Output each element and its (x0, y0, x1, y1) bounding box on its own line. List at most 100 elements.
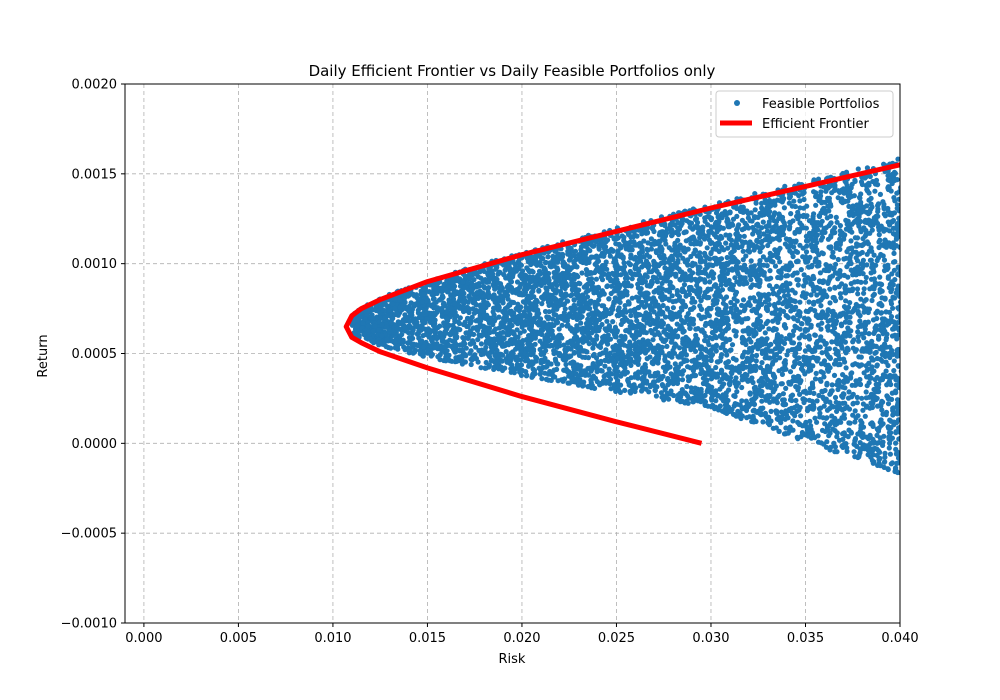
feasible-portfolio-point (811, 390, 817, 396)
feasible-portfolio-point (868, 257, 874, 263)
feasible-portfolio-point (777, 198, 783, 204)
feasible-portfolio-point (866, 360, 872, 366)
feasible-portfolio-point (876, 333, 882, 339)
feasible-portfolio-point (882, 295, 888, 301)
feasible-portfolio-point (798, 267, 804, 273)
feasible-portfolio-point (869, 357, 875, 363)
feasible-portfolio-point (786, 381, 792, 387)
feasible-portfolio-point (891, 250, 897, 256)
feasible-portfolio-point (781, 367, 787, 373)
feasible-portfolio-point (752, 207, 758, 213)
feasible-portfolio-point (753, 394, 759, 400)
feasible-portfolio-point (790, 418, 796, 424)
feasible-portfolio-point (869, 404, 876, 411)
feasible-portfolio-point (803, 233, 810, 239)
feasible-portfolio-point (852, 408, 858, 414)
feasible-portfolio-point (765, 242, 771, 249)
feasible-portfolio-point (593, 268, 599, 274)
feasible-portfolio-point (788, 211, 794, 217)
feasible-portfolio-point (741, 233, 747, 239)
feasible-portfolio-point (639, 302, 645, 308)
feasible-portfolio-point (852, 235, 859, 241)
feasible-portfolio-point (885, 275, 891, 281)
feasible-portfolio-point (783, 425, 789, 431)
feasible-portfolio-point (878, 251, 884, 258)
feasible-portfolio-point (833, 214, 839, 220)
feasible-portfolio-point (483, 365, 489, 371)
feasible-portfolio-point (827, 286, 833, 292)
feasible-portfolio-point (648, 236, 655, 242)
feasible-portfolio-point (883, 368, 889, 374)
feasible-portfolio-point (872, 188, 878, 194)
feasible-portfolio-point (866, 190, 872, 196)
feasible-portfolio-point (810, 283, 816, 290)
feasible-portfolio-point (840, 436, 846, 442)
feasible-portfolio-point (760, 219, 766, 225)
feasible-portfolio-point (803, 225, 810, 231)
feasible-portfolio-point (508, 279, 515, 285)
feasible-portfolio-point (871, 276, 878, 282)
feasible-portfolio-point (874, 374, 880, 381)
feasible-portfolio-point (833, 351, 839, 357)
feasible-portfolio-point (618, 361, 624, 368)
feasible-portfolio-point (874, 362, 880, 368)
feasible-portfolio-point (875, 208, 881, 215)
feasible-portfolio-point (817, 270, 824, 276)
feasible-portfolio-point (644, 246, 650, 252)
feasible-portfolio-point (806, 299, 812, 305)
feasible-portfolio-point (653, 393, 660, 399)
feasible-portfolio-point (683, 238, 689, 244)
feasible-portfolio-point (782, 241, 789, 247)
feasible-portfolio-point (539, 376, 545, 382)
feasible-portfolio-point (748, 210, 754, 216)
feasible-portfolio-point (752, 191, 758, 197)
feasible-portfolio-point (612, 258, 618, 264)
feasible-portfolio-point (824, 363, 830, 369)
feasible-portfolio-point (563, 361, 569, 368)
feasible-portfolio-point (736, 222, 742, 228)
feasible-portfolio-point (846, 406, 853, 412)
feasible-portfolio-point (864, 383, 870, 389)
feasible-portfolio-point (870, 293, 876, 299)
feasible-portfolio-point (812, 332, 819, 338)
feasible-portfolio-point (869, 370, 875, 376)
feasible-portfolio-point (811, 211, 817, 217)
feasible-portfolio-point (745, 325, 752, 331)
feasible-portfolio-point (690, 317, 696, 323)
feasible-portfolio-point (499, 358, 505, 364)
feasible-portfolio-point (862, 279, 869, 285)
feasible-portfolio-point (812, 376, 819, 382)
feasible-portfolio-point (629, 276, 635, 282)
feasible-portfolio-point (571, 297, 577, 303)
feasible-portfolio-point (848, 267, 854, 273)
feasible-portfolio-point (780, 391, 787, 397)
feasible-portfolio-point (836, 356, 843, 362)
feasible-portfolio-point (568, 360, 574, 366)
feasible-portfolio-point (545, 254, 551, 260)
feasible-portfolio-point (651, 228, 657, 235)
feasible-portfolio-point (572, 262, 578, 268)
feasible-portfolio-point (759, 398, 765, 404)
feasible-portfolio-point (688, 389, 695, 395)
feasible-portfolio-point (868, 375, 874, 381)
feasible-portfolio-point (662, 237, 668, 244)
feasible-portfolio-point (593, 276, 600, 282)
feasible-portfolio-point (588, 368, 594, 374)
feasible-portfolio-point (841, 310, 847, 316)
feasible-portfolio-point (574, 327, 580, 333)
feasible-portfolio-point (748, 339, 754, 345)
feasible-portfolio-point (890, 305, 896, 311)
feasible-portfolio-point (851, 449, 857, 455)
feasible-portfolio-point (577, 281, 583, 287)
feasible-portfolio-point (622, 303, 628, 309)
feasible-portfolio-point (728, 237, 735, 243)
feasible-portfolio-point (863, 274, 869, 281)
feasible-portfolio-point (543, 364, 549, 370)
feasible-portfolio-point (763, 375, 770, 381)
feasible-portfolio-point (746, 300, 752, 306)
feasible-portfolio-point (826, 223, 832, 229)
feasible-portfolio-point (497, 330, 504, 336)
feasible-portfolio-point (538, 255, 544, 261)
feasible-portfolio-point (800, 431, 806, 437)
feasible-portfolio-point (606, 310, 612, 316)
